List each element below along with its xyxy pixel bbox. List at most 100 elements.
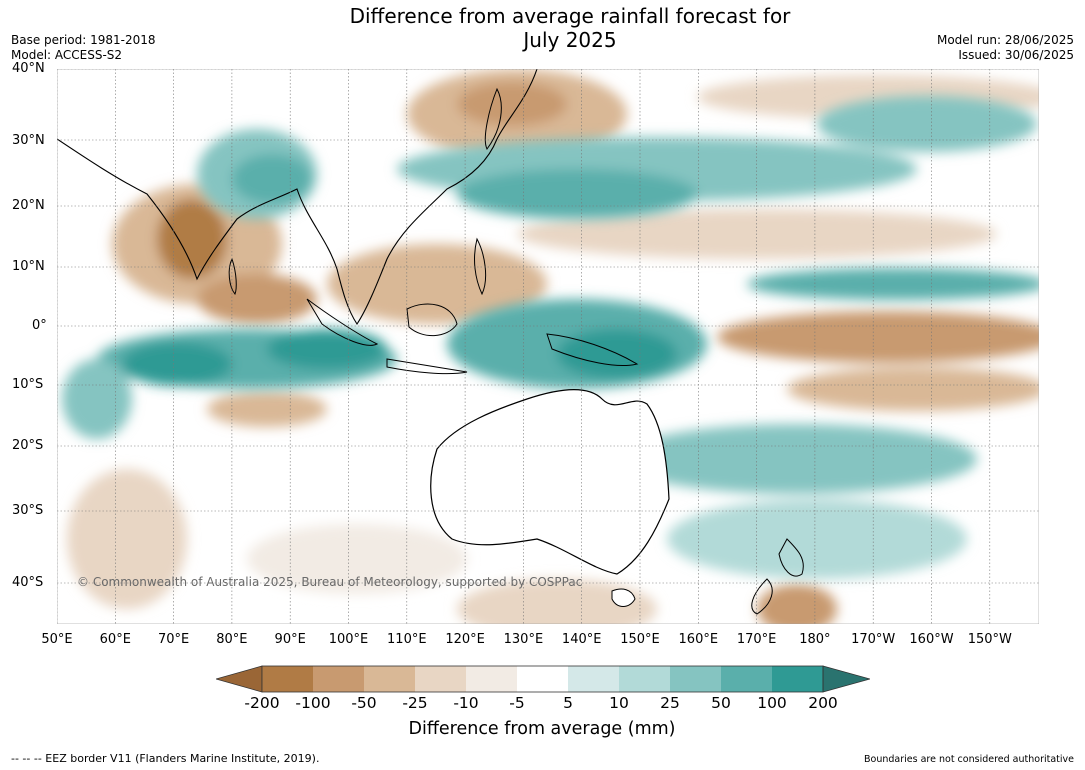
colorbar-bin-9 bbox=[670, 666, 721, 692]
colorbar-bin-2 bbox=[313, 666, 364, 692]
lon-label: 180° bbox=[799, 632, 831, 647]
model-run: Model run: 28/06/2025 bbox=[936, 33, 1074, 47]
colorbar-tick-label: 5 bbox=[563, 694, 573, 712]
australia-outline bbox=[430, 389, 670, 575]
wet-band-itcz bbox=[747, 268, 1047, 300]
japan-outline bbox=[484, 87, 502, 150]
colorbar-bin-8 bbox=[619, 666, 670, 692]
lon-label: 160°W bbox=[909, 632, 954, 647]
wet-band-spcz bbox=[617, 424, 977, 494]
base-period: Base period: 1981-2018 bbox=[11, 33, 156, 47]
lat-label-equator: 0° bbox=[32, 318, 47, 333]
colorbar-bin-6 bbox=[517, 666, 568, 692]
tasmania-outline bbox=[611, 588, 636, 607]
meta-right: Model run: 28/06/2025 Issued: 30/06/2025 bbox=[937, 33, 1074, 63]
lon-label: 120°E bbox=[445, 632, 485, 647]
wet-core-north-pacific bbox=[457, 169, 697, 219]
lon-label: 70°E bbox=[157, 632, 190, 647]
colorbar-tick-label: -5 bbox=[509, 694, 525, 712]
colorbar-caption: Difference from average (mm) bbox=[408, 719, 676, 739]
wet-anomaly-fields bbox=[62, 96, 1047, 579]
lat-label-10n: 10°N bbox=[12, 259, 45, 274]
colorbar-tick-label: -200 bbox=[244, 694, 280, 712]
dry-patch-indian-ocean bbox=[207, 391, 327, 427]
dry-anomaly-fields bbox=[67, 69, 1057, 639]
wet-region-ne-pacific bbox=[817, 96, 1037, 152]
wet-region-western-indian-ocean bbox=[62, 359, 132, 439]
colorbar-tick-label: 50 bbox=[711, 694, 731, 712]
lon-label: 160°E bbox=[678, 632, 719, 647]
model-name: Model: ACCESS-S2 bbox=[11, 48, 123, 62]
lon-label: 150°W bbox=[967, 632, 1012, 647]
lat-label-30n: 30°N bbox=[12, 133, 45, 148]
asia-coastline bbox=[56, 68, 538, 325]
eez-legend: -- -- -- EEZ border V11 (Flanders Marine… bbox=[11, 752, 320, 765]
colorbar-arrow-dry bbox=[214, 665, 263, 693]
colorbar-tick-label: 10 bbox=[609, 694, 629, 712]
lon-label: 130°E bbox=[503, 632, 544, 647]
colorbar-tick-label: -50 bbox=[351, 694, 377, 712]
dry-band-equatorial-pacific bbox=[717, 311, 1057, 363]
colorbar-bin-5 bbox=[466, 666, 517, 692]
wet-core-indian-ocean-west bbox=[122, 342, 232, 386]
lat-label-40n: 40°N bbox=[12, 61, 45, 76]
boundaries-disclaimer: Boundaries are not considered authoritat… bbox=[864, 754, 1074, 765]
lon-label: 100°E bbox=[328, 632, 369, 647]
colorbar-bin-1 bbox=[262, 666, 313, 692]
dry-band-north-pacific bbox=[517, 209, 997, 259]
colorbar-tick-label: 25 bbox=[660, 694, 680, 712]
colorbar-bin-3 bbox=[364, 666, 415, 692]
dry-core-india bbox=[157, 199, 227, 279]
rainfall-map bbox=[56, 68, 1057, 639]
colorbar-tick-label: 100 bbox=[757, 694, 787, 712]
lon-label: 110°E bbox=[387, 632, 427, 647]
lat-label-20s: 20°S bbox=[12, 438, 44, 453]
dry-region-south-china-sea bbox=[327, 244, 547, 324]
dry-core-china bbox=[457, 82, 567, 126]
lon-label: 170°E bbox=[736, 632, 777, 647]
colorbar-svg bbox=[214, 665, 872, 693]
wet-core-indian-ocean-east bbox=[267, 329, 387, 369]
map-title: Difference from average rainfall forecas… bbox=[270, 4, 870, 52]
lon-label: 170°W bbox=[851, 632, 896, 647]
colorbar-tick-label: -25 bbox=[402, 694, 428, 712]
philippines-outline bbox=[474, 237, 487, 296]
dry-region-new-zealand bbox=[757, 584, 837, 634]
colorbar-arrow-wet bbox=[822, 665, 872, 693]
lat-label-10s: 10°S bbox=[12, 377, 44, 392]
dry-region-bay-of-bengal bbox=[197, 274, 317, 324]
lon-label: 50°E bbox=[41, 632, 73, 647]
graticule bbox=[56, 68, 1039, 624]
meta-left: Base period: 1981-2018 Model: ACCESS-S2 bbox=[11, 33, 156, 63]
colorbar-bin-4 bbox=[415, 666, 466, 692]
lat-label-20n: 20°N bbox=[12, 198, 45, 213]
lat-label-30s: 30°S bbox=[12, 503, 44, 518]
colorbar bbox=[214, 664, 872, 694]
lon-label: 140°E bbox=[561, 632, 602, 647]
sumatra-outline bbox=[306, 298, 379, 346]
colorbar-tick-label: -10 bbox=[453, 694, 479, 712]
colorbar-tick-label: -100 bbox=[295, 694, 331, 712]
map-title-line2: July 2025 bbox=[523, 28, 617, 52]
lon-label: 80°E bbox=[216, 632, 248, 647]
dry-band-south-equatorial bbox=[787, 367, 1047, 411]
map-title-line1: Difference from average rainfall forecas… bbox=[349, 4, 791, 28]
borneo-outline bbox=[406, 303, 458, 337]
dry-region-south-indian-ocean bbox=[67, 469, 187, 609]
issued-date: Issued: 30/06/2025 bbox=[958, 48, 1074, 62]
lat-label-40s: 40°S bbox=[12, 575, 44, 590]
colorbar-bin-7 bbox=[568, 666, 619, 692]
colorbar-frame bbox=[261, 665, 824, 693]
colorbar-tick-label: 200 bbox=[808, 694, 838, 712]
new-guinea-outline bbox=[546, 333, 639, 367]
dry-trace-south bbox=[247, 524, 467, 594]
wet-region-tasman-sea bbox=[667, 499, 967, 579]
java-outline bbox=[386, 358, 468, 375]
copyright-notice: © Commonwealth of Australia 2025, Bureau… bbox=[77, 575, 583, 589]
lon-label: 60°E bbox=[99, 632, 131, 647]
lon-label: 90°E bbox=[274, 632, 306, 647]
colorbar-bin-11 bbox=[772, 666, 823, 692]
lon-label: 150°E bbox=[620, 632, 660, 647]
sri-lanka-outline bbox=[228, 257, 237, 295]
colorbar-bin-10 bbox=[721, 666, 772, 692]
